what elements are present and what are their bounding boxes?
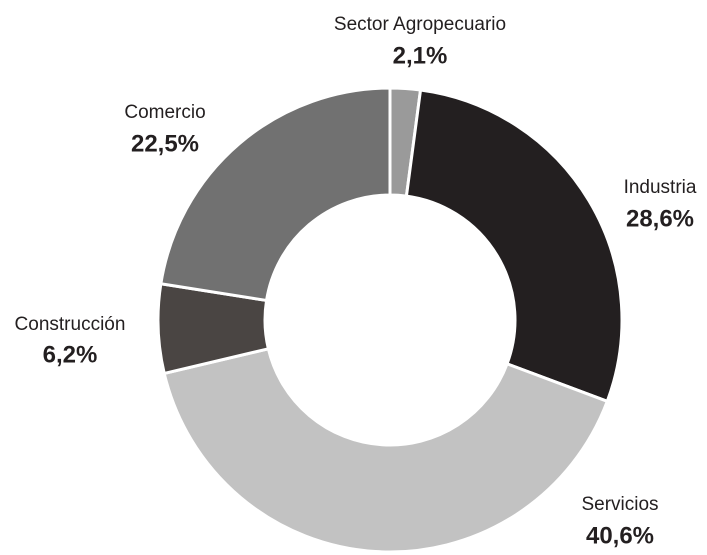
- slice-label: Construcción: [15, 314, 126, 335]
- slice-label: Comercio: [124, 102, 205, 123]
- slice-value: 28,6%: [626, 205, 694, 232]
- donut-slice: [162, 346, 610, 554]
- slice-value: 40,6%: [586, 522, 654, 549]
- donut-slice: [159, 86, 392, 303]
- slice-value: 6,2%: [43, 341, 98, 368]
- slice-label: Industria: [624, 177, 697, 198]
- donut-slice: [404, 88, 624, 404]
- slice-value: 2,1%: [393, 42, 448, 69]
- slice-label: Sector Agropecuario: [334, 14, 506, 35]
- slice-value: 22,5%: [131, 130, 199, 157]
- slice-label: Servicios: [581, 494, 658, 515]
